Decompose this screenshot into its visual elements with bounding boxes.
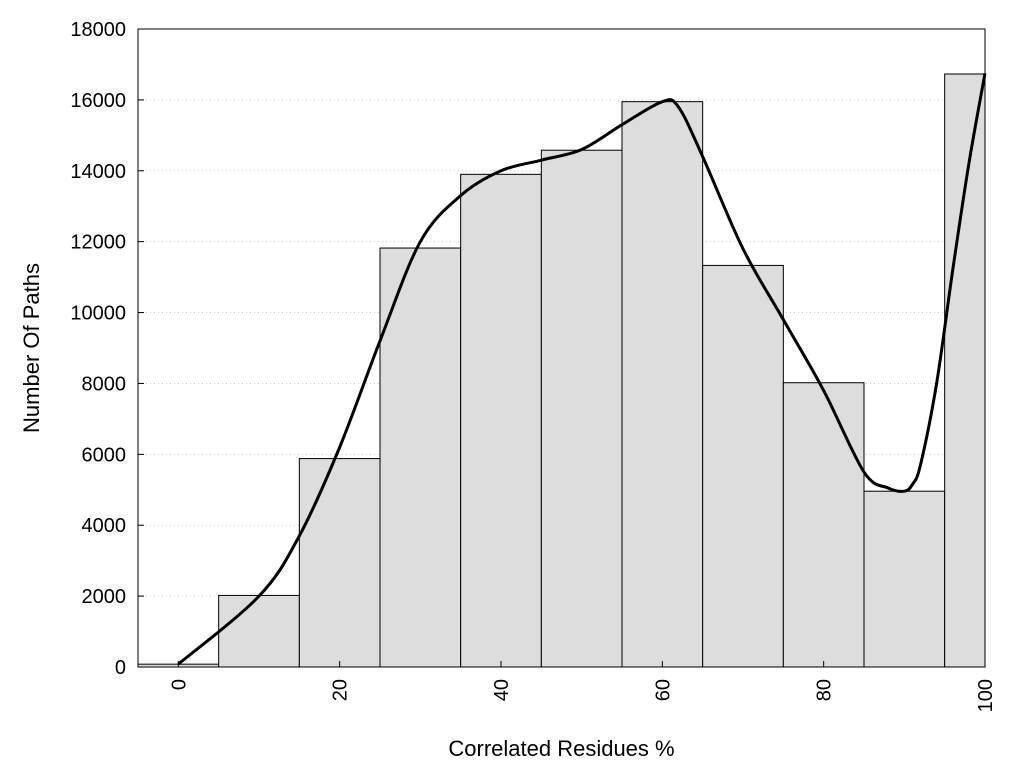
- x-tick-label: 20: [330, 679, 352, 701]
- histogram-bar: [218, 594, 300, 668]
- y-axis-label: Number Of Paths: [19, 263, 44, 433]
- histogram-bar: [863, 490, 946, 668]
- histogram-bar: [782, 382, 865, 668]
- y-tick-label: 4000: [82, 515, 127, 537]
- x-tick-label: 80: [814, 679, 836, 701]
- histogram-bar: [944, 73, 986, 668]
- histogram-bar: [540, 149, 623, 668]
- y-tick-label: 2000: [82, 586, 127, 608]
- x-axis-ticks: 0 20 40 60 80 100: [168, 661, 997, 712]
- x-tick-label: 0: [168, 679, 190, 690]
- y-axis-ticks: 0 2000 4000 6000 8000 10000 12000 14000 16000 180…: [70, 19, 144, 679]
- plot-frame: [137, 28, 986, 668]
- histogram-bar: [298, 458, 381, 668]
- bars-layer: [137, 73, 986, 668]
- x-axis-label: Correlated Residues %: [448, 736, 674, 761]
- y-tick-label: 14000: [70, 161, 126, 183]
- histogram-bar: [702, 264, 784, 668]
- histogram-bar: [621, 101, 704, 668]
- y-tick-label: 12000: [70, 232, 126, 254]
- density-curve: [177, 73, 987, 666]
- density-curve-layer: [177, 73, 987, 666]
- x-tick-label: 100: [975, 679, 997, 712]
- y-tick-label: 10000: [70, 303, 126, 325]
- y-tick-label: 16000: [70, 90, 126, 112]
- x-tick-label: 60: [652, 679, 674, 701]
- histogram-bar: [460, 173, 542, 668]
- y-tick-label: 8000: [82, 373, 127, 395]
- y-tick-label: 6000: [82, 444, 127, 466]
- x-tick-label: 40: [491, 679, 513, 701]
- y-tick-label: 18000: [70, 19, 126, 41]
- y-tick-label: 0: [115, 657, 126, 679]
